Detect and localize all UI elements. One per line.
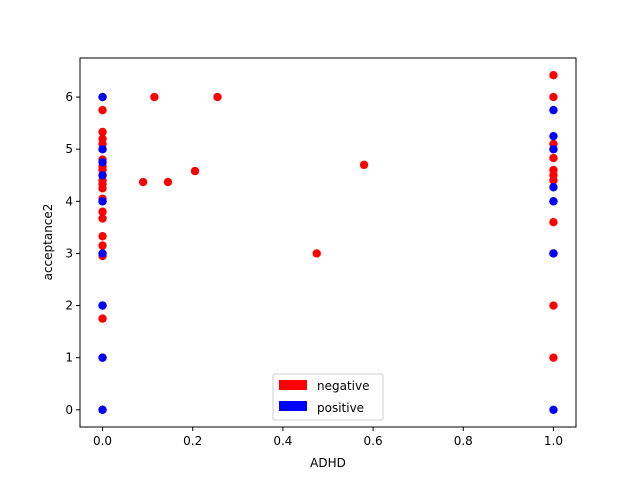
x-axis-label: ADHD — [310, 456, 346, 470]
point-negative — [549, 70, 558, 80]
point-negative — [549, 165, 558, 175]
point-negative — [98, 314, 107, 323]
point-positive — [98, 171, 107, 180]
point-negative — [549, 353, 558, 362]
legend-label-positive: positive — [317, 401, 364, 415]
point-positive — [549, 249, 558, 258]
point-negative — [213, 92, 222, 102]
point-positive — [549, 183, 558, 192]
point-negative — [549, 217, 558, 227]
x-tick-label: 0.8 — [454, 434, 473, 448]
point-positive — [98, 197, 107, 206]
point-positive — [98, 145, 107, 154]
point-positive — [98, 92, 107, 102]
y-tick-label: 3 — [65, 246, 73, 260]
legend: negative positive — [272, 373, 384, 421]
series-positive — [98, 92, 558, 415]
point-positive — [549, 145, 558, 154]
point-negative — [549, 301, 558, 310]
point-negative — [190, 166, 200, 176]
point-positive — [98, 405, 107, 415]
point-positive — [98, 353, 107, 362]
point-negative — [163, 177, 173, 187]
x-tick-label: 0.2 — [183, 434, 202, 448]
point-positive — [98, 158, 107, 167]
point-positive — [549, 197, 558, 206]
point-positive — [549, 105, 558, 115]
point-negative — [359, 160, 369, 170]
point-negative — [312, 249, 321, 258]
x-tick-label: 1.0 — [544, 434, 563, 448]
y-tick-label: 0 — [65, 403, 73, 417]
point-negative — [98, 127, 107, 137]
point-positive — [549, 131, 558, 141]
point-positive — [98, 249, 107, 258]
point-positive — [549, 405, 558, 415]
legend-swatch-positive — [279, 401, 307, 411]
points-layer — [98, 70, 558, 415]
point-negative — [138, 177, 148, 187]
x-tick-label: 0.6 — [364, 434, 383, 448]
point-negative — [98, 241, 107, 250]
point-positive — [98, 301, 107, 310]
y-axis-label: acceptance2 — [41, 204, 55, 281]
point-negative — [98, 232, 107, 241]
plot-frame — [79, 57, 577, 428]
y-tick-label: 2 — [65, 299, 73, 313]
point-negative — [549, 153, 558, 163]
y-tick-label: 6 — [65, 90, 73, 104]
x-axis: 0.0 0.2 0.4 0.6 0.8 1.0 — [93, 427, 563, 448]
point-negative — [150, 92, 159, 102]
point-negative — [549, 92, 558, 102]
x-tick-label: 0.4 — [273, 434, 292, 448]
y-axis: 0 1 2 3 4 5 6 — [65, 90, 80, 417]
legend-swatch-negative — [279, 380, 307, 390]
point-negative — [98, 134, 107, 143]
legend-label-negative: negative — [317, 379, 369, 393]
y-tick-label: 1 — [65, 351, 73, 365]
y-tick-label: 4 — [65, 194, 73, 208]
point-negative — [98, 214, 107, 223]
point-negative — [98, 105, 107, 115]
y-tick-label: 5 — [65, 142, 73, 156]
x-tick-label: 0.0 — [93, 434, 112, 448]
point-negative — [98, 207, 107, 216]
